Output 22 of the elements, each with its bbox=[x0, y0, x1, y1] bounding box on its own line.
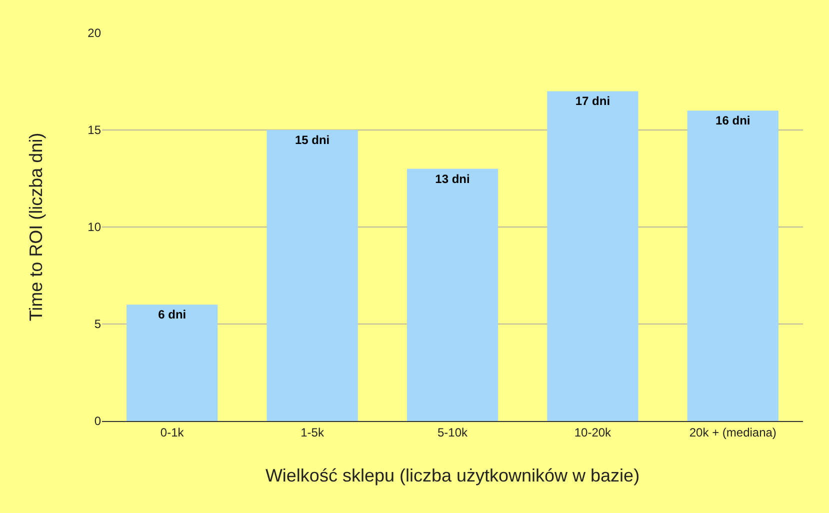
x-tick-label: 5-10k bbox=[437, 425, 468, 440]
x-tick-label: 20k + (mediana) bbox=[689, 425, 776, 440]
bar bbox=[547, 91, 638, 421]
data-label: 17 dni bbox=[575, 94, 610, 108]
data-label: 6 dni bbox=[158, 308, 186, 322]
y-tick-label: 15 bbox=[88, 123, 102, 138]
y-tick-label: 10 bbox=[88, 220, 102, 234]
y-axis-title: Time to ROI (liczba dni) bbox=[26, 132, 46, 322]
data-label: 16 dni bbox=[716, 114, 750, 128]
bar bbox=[406, 168, 498, 421]
y-tick-label: 5 bbox=[94, 317, 102, 332]
bar bbox=[687, 110, 778, 421]
x-tick-label: 1-5k bbox=[300, 425, 325, 440]
x-tick-label: 0-1k bbox=[160, 425, 185, 440]
data-label: 13 dni bbox=[435, 172, 470, 186]
data-label: 15 dni bbox=[294, 133, 330, 147]
y-tick-label: 20 bbox=[88, 26, 102, 40]
bar bbox=[266, 130, 358, 421]
y-tick-label: 0 bbox=[94, 414, 102, 428]
bar bbox=[126, 304, 218, 421]
x-tick-label: 10-20k bbox=[574, 425, 612, 440]
x-axis-title: Wielkość sklepu (liczba użytkowników w bazie) bbox=[265, 466, 640, 486]
